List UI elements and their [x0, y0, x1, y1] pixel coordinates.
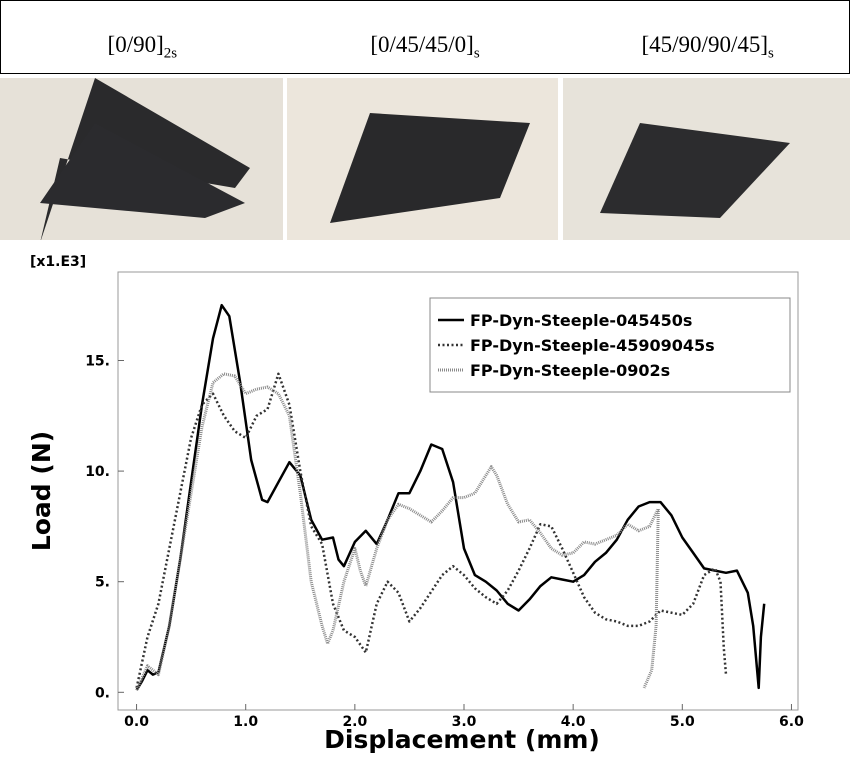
- specimen: [600, 123, 790, 218]
- y-tick-label: 5.: [95, 575, 110, 591]
- series-line: [135, 372, 660, 691]
- series-line: [135, 303, 766, 691]
- x-tick-label: 5.0: [670, 714, 695, 730]
- header-cell: [0/90]2s: [1, 1, 284, 73]
- x-tick-label: 4.0: [561, 714, 586, 730]
- y-multiplier: [x1.E3]: [30, 254, 86, 270]
- layup: [45/90/90/45]: [641, 32, 769, 57]
- x-tick-label: 2.0: [342, 714, 367, 730]
- y-tick-label: 15.: [85, 353, 110, 369]
- legend-label: FP-Dyn-Steeple-0902s: [470, 361, 670, 380]
- specimen: [330, 113, 530, 223]
- x-tick-label: 6.0: [779, 714, 804, 730]
- legend-box: [429, 297, 791, 393]
- x-axis-title: Displacement (mm): [324, 725, 600, 754]
- header-cell: [0/45/45/0]s: [284, 1, 567, 73]
- x-tick-label: 1.0: [233, 714, 258, 730]
- series-line: [135, 372, 728, 689]
- layup-sub: s: [473, 45, 480, 62]
- layup: [0/45/45/0]: [370, 32, 474, 57]
- legend-label: FP-Dyn-Steeple-45909045s: [470, 336, 715, 355]
- legend-label: FP-Dyn-Steeple-045450s: [470, 311, 692, 330]
- y-axis-title: Load (N): [27, 431, 56, 551]
- layup-sub: s: [768, 45, 774, 62]
- x-tick-label: 0.0: [124, 714, 149, 730]
- layup: [0/90]: [107, 32, 164, 57]
- y-tick-label: 10.: [85, 464, 110, 480]
- photos: [0, 78, 850, 240]
- specimen: [40, 123, 245, 218]
- y-tick-label: 0.: [95, 685, 110, 701]
- layup-sub: 2s: [163, 45, 178, 62]
- header-cell: [45/90/90/45]s: [566, 1, 849, 73]
- x-tick-label: 3.0: [452, 714, 477, 730]
- header-row: [0/90]2s [0/45/45/0]s [45/90/90/45]s: [0, 0, 850, 74]
- plot-frame: [117, 271, 799, 711]
